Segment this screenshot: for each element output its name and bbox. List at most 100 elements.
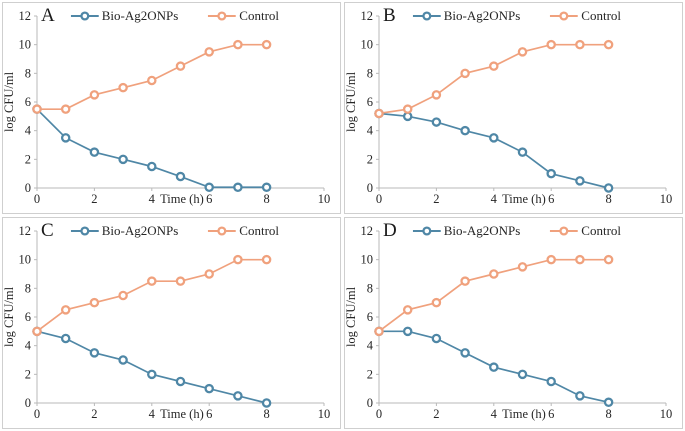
data-point bbox=[489, 362, 499, 372]
data-point bbox=[147, 75, 157, 86]
line-marker-icon bbox=[70, 10, 99, 22]
y-axis-title: log CFU/ml bbox=[3, 286, 16, 347]
chart-panel-b: 0 2 4 6 8 10 12 0 2 4 6 8 10 Time (h) log CFU/ml B Bio… bbox=[344, 2, 683, 214]
data-point bbox=[204, 182, 214, 193]
x-tick-label: 8 bbox=[263, 407, 269, 421]
line-marker-icon bbox=[208, 10, 237, 22]
y-tick-label: 6 bbox=[367, 310, 373, 324]
data-point bbox=[460, 276, 470, 286]
data-point bbox=[204, 383, 214, 394]
legend-item-bio: Bio-Ag2ONPs bbox=[70, 223, 179, 239]
x-tick-label: 2 bbox=[433, 192, 439, 206]
x-tick-label: 8 bbox=[605, 192, 611, 206]
x-axis-title: Time (h) bbox=[160, 407, 204, 421]
data-point bbox=[261, 182, 272, 193]
data-point bbox=[118, 82, 128, 93]
legend-label: Bio-Ag2ONPs bbox=[443, 8, 521, 23]
y-tick-label: 12 bbox=[19, 9, 32, 23]
data-point bbox=[603, 39, 614, 50]
legend-label: Bio-Ag2ONPs bbox=[101, 8, 179, 23]
line-marker-icon bbox=[412, 10, 441, 22]
data-point bbox=[89, 297, 100, 308]
data-point bbox=[147, 276, 157, 286]
y-tick-label: 8 bbox=[25, 66, 31, 80]
data-point bbox=[402, 305, 413, 315]
legend-label: Control bbox=[239, 223, 280, 238]
data-point bbox=[147, 161, 157, 172]
data-point bbox=[546, 376, 556, 387]
data-point bbox=[489, 133, 499, 143]
x-tick-label: 0 bbox=[376, 407, 382, 421]
y-axis-title: log CFU/ml bbox=[345, 71, 358, 132]
data-point bbox=[261, 254, 272, 265]
chart-plot-d: 0 2 4 6 8 10 12 0 2 4 6 8 10 Time (h) log CFU/ml bbox=[345, 224, 673, 421]
x-tick-label: 8 bbox=[605, 407, 611, 421]
x-tick-label: 6 bbox=[206, 192, 212, 206]
x-tick-label: 2 bbox=[91, 407, 97, 421]
legend-label: Bio-Ag2ONPs bbox=[101, 223, 179, 238]
series-line bbox=[378, 43, 609, 115]
line-marker-icon bbox=[412, 225, 441, 237]
legend: Bio-Ag2ONPs Control bbox=[412, 8, 621, 24]
y-tick-label: 4 bbox=[367, 339, 374, 353]
x-tick-label: 6 bbox=[548, 407, 554, 421]
data-point bbox=[546, 168, 556, 179]
data-point bbox=[575, 391, 585, 401]
x-tick-label: 4 bbox=[149, 192, 156, 206]
data-point bbox=[233, 182, 243, 193]
data-point bbox=[233, 39, 243, 50]
y-tick-label: 10 bbox=[361, 253, 374, 267]
data-point bbox=[89, 348, 100, 358]
data-point bbox=[118, 290, 128, 301]
y-tick-label: 4 bbox=[25, 124, 32, 138]
panel-label: B bbox=[383, 5, 397, 26]
x-tick-label: 0 bbox=[34, 407, 40, 421]
data-point bbox=[175, 376, 186, 387]
y-tick-label: 2 bbox=[25, 152, 31, 166]
panel-label: C bbox=[41, 220, 55, 241]
data-point bbox=[60, 333, 71, 344]
series-line bbox=[36, 258, 267, 333]
data-point bbox=[32, 104, 42, 114]
panel-label: A bbox=[41, 5, 56, 26]
data-point bbox=[517, 369, 528, 380]
x-tick-label: 10 bbox=[660, 407, 673, 421]
x-tick-label: 10 bbox=[660, 192, 673, 206]
data-point bbox=[603, 183, 614, 193]
data-point bbox=[489, 269, 499, 279]
legend-item-bio: Bio-Ag2ONPs bbox=[412, 8, 521, 24]
x-tick-label: 4 bbox=[491, 192, 498, 206]
data-point bbox=[175, 276, 186, 286]
legend-item-control: Control bbox=[550, 223, 621, 239]
data-point bbox=[546, 39, 556, 50]
x-axis-title: Time (h) bbox=[502, 407, 546, 421]
chart-panel-a: 0 2 4 6 8 10 12 0 2 4 6 8 10 Time (h) log CFU/ml A Bio… bbox=[2, 2, 341, 214]
y-axis-title: log CFU/ml bbox=[345, 286, 358, 347]
legend: Bio-Ag2ONPs Control bbox=[412, 223, 621, 239]
y-tick-label: 4 bbox=[367, 124, 374, 138]
data-point bbox=[546, 254, 556, 265]
line-marker-icon bbox=[550, 10, 579, 22]
data-point bbox=[204, 269, 214, 279]
data-point bbox=[460, 68, 470, 79]
data-point bbox=[60, 133, 71, 143]
data-point bbox=[402, 104, 413, 114]
legend-label: Control bbox=[239, 8, 280, 23]
legend-item-bio: Bio-Ag2ONPs bbox=[70, 8, 179, 24]
data-point bbox=[175, 61, 186, 71]
x-axis-title: Time (h) bbox=[160, 192, 204, 206]
x-tick-label: 4 bbox=[149, 407, 156, 421]
chart-panel-d: 0 2 4 6 8 10 12 0 2 4 6 8 10 Time (h) log CFU/ml D Bio… bbox=[344, 217, 683, 429]
data-point bbox=[489, 61, 499, 71]
y-tick-label: 6 bbox=[367, 95, 373, 109]
chart-plot-b: 0 2 4 6 8 10 12 0 2 4 6 8 10 Time (h) log CFU/ml bbox=[345, 9, 673, 206]
legend-item-bio: Bio-Ag2ONPs bbox=[412, 223, 520, 239]
legend-dot bbox=[559, 226, 569, 236]
legend-item-control: Control bbox=[208, 8, 279, 24]
data-point bbox=[89, 147, 100, 157]
data-point bbox=[233, 391, 243, 401]
y-tick-label: 12 bbox=[361, 224, 374, 238]
y-tick-label: 0 bbox=[25, 181, 31, 195]
data-point bbox=[603, 254, 614, 265]
